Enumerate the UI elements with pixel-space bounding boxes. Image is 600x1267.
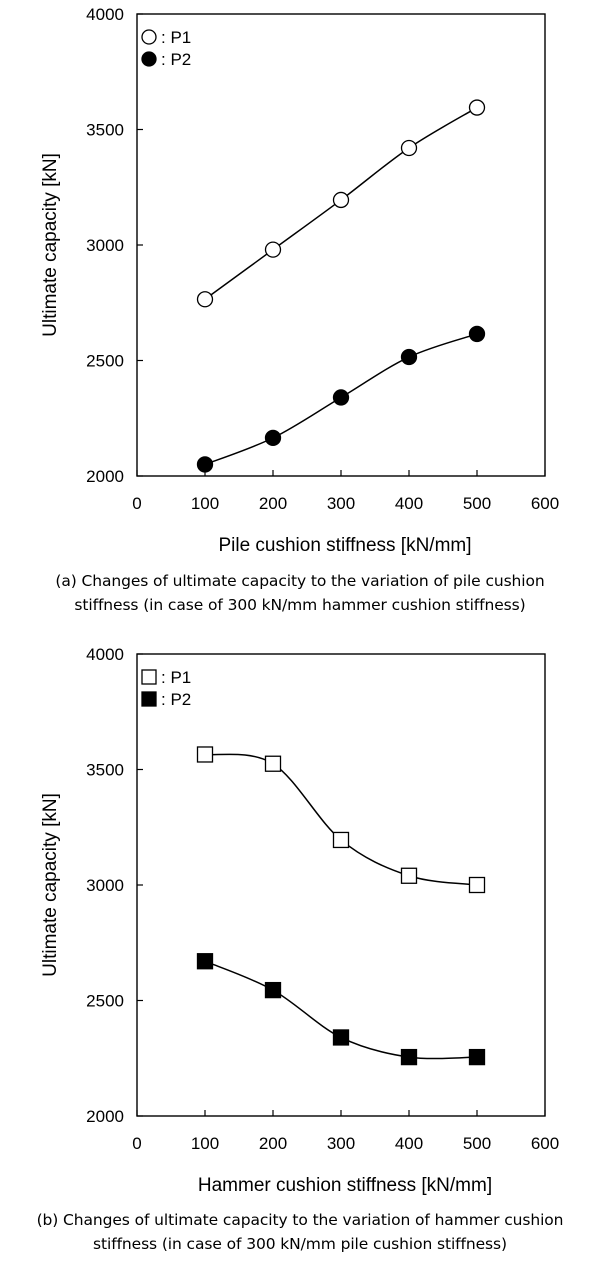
data-point-p1 (264, 755, 282, 772)
data-point-p2 (400, 348, 418, 366)
y-tick-label: 3000 (86, 236, 124, 255)
x-tick-label: 200 (259, 1134, 287, 1153)
data-point-p2 (264, 981, 282, 999)
data-point-p2 (400, 1048, 418, 1066)
x-tick-label: 100 (191, 494, 219, 513)
legend-marker-p2 (141, 691, 157, 707)
legend-label-p1: : P1 (161, 668, 191, 687)
data-point-p1 (400, 867, 418, 884)
caption-b-line2: stiffness (in case of 300 kN/mm pile cus… (93, 1235, 507, 1253)
legend-marker-p1 (141, 669, 157, 685)
y-tick-label: 3500 (86, 121, 124, 140)
y-tick-label: 2000 (86, 1107, 124, 1126)
x-axis-title: Hammer cushion stiffness [kN/mm] (198, 1175, 492, 1196)
data-point-p1 (468, 876, 486, 894)
data-point-p2 (332, 1029, 350, 1046)
y-tick-label: 3500 (86, 761, 124, 780)
y-tick-label: 2000 (86, 467, 124, 486)
chart-a: 2000 2500 3000 3500 4000 0 100 200 300 400 500 600 P… (40, 5, 559, 556)
x-tick-label: 300 (327, 1134, 355, 1153)
caption-b: (b) Changes of ultimate capacity to the … (0, 1208, 600, 1256)
data-point-p1 (196, 746, 214, 763)
caption-a-line1: (a) Changes of ultimate capacity to the … (55, 572, 545, 590)
data-point-p1 (468, 99, 486, 116)
y-axis-title: Ultimate capacity [kN] (40, 793, 61, 977)
plot-frame (136, 13, 546, 477)
x-tick-label: 400 (395, 1134, 423, 1153)
caption-b-line1: (b) Changes of ultimate capacity to the … (36, 1211, 564, 1229)
data-point-p2 (468, 1048, 486, 1066)
data-point-p1 (400, 139, 418, 157)
data-point-p2 (196, 456, 214, 473)
y-tick-label: 4000 (86, 645, 124, 664)
x-tick-label: 300 (327, 494, 355, 513)
x-tick-label: 0 (132, 494, 141, 513)
y-tick-label: 2500 (86, 352, 124, 371)
data-point-p2 (264, 429, 282, 447)
data-point-p1 (264, 241, 282, 258)
x-tick-label: 200 (259, 494, 287, 513)
legend-label-p2: : P2 (161, 50, 191, 69)
legend-label-p2: : P2 (161, 690, 191, 709)
x-tick-label: 600 (531, 494, 559, 513)
chart-b: 2000 2500 3000 3500 4000 0 100 200 300 400 500 600 H… (40, 645, 559, 1196)
x-tick-label: 0 (132, 1134, 141, 1153)
data-point-p2 (468, 325, 486, 343)
data-point-p2 (332, 389, 350, 406)
legend-marker-p2 (141, 51, 157, 67)
x-tick-label: 400 (395, 494, 423, 513)
data-point-p1 (332, 191, 350, 209)
legend-label-p1: : P1 (161, 28, 191, 47)
data-point-p2 (196, 953, 214, 970)
x-tick-label: 500 (463, 1134, 491, 1153)
data-point-p1 (196, 291, 214, 308)
y-tick-label: 4000 (86, 5, 124, 24)
data-point-p1 (332, 831, 350, 849)
caption-a-line2: stiffness (in case of 300 kN/mm hammer c… (74, 596, 526, 614)
x-tick-label: 600 (531, 1134, 559, 1153)
series-line-p1 (204, 753, 478, 886)
y-tick-label: 3000 (86, 876, 124, 895)
y-tick-label: 2500 (86, 992, 124, 1011)
x-tick-label: 100 (191, 1134, 219, 1153)
legend-marker-p1 (141, 29, 157, 45)
x-tick-label: 500 (463, 494, 491, 513)
x-axis-title: Pile cushion stiffness [kN/mm] (218, 535, 471, 556)
y-axis-title: Ultimate capacity [kN] (40, 153, 61, 337)
caption-a: (a) Changes of ultimate capacity to the … (0, 569, 600, 617)
